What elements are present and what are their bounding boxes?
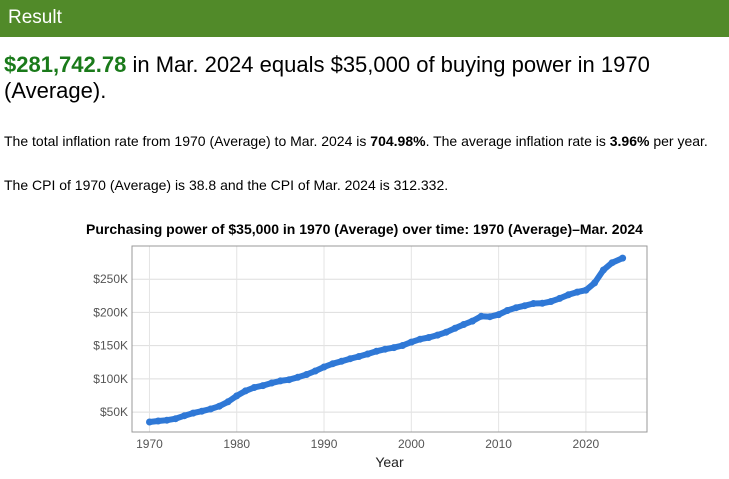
data-point (372, 347, 380, 355)
data-point (146, 418, 153, 426)
total-inflation-rate: 704.98% (370, 133, 426, 149)
data-point (468, 317, 476, 325)
data-point (521, 302, 529, 310)
data-point (530, 300, 537, 307)
data-point (198, 407, 206, 415)
data-point (242, 387, 249, 395)
y-tick-label: $50K (100, 405, 128, 419)
data-point (495, 311, 503, 319)
x-tick-label: 2020 (573, 437, 600, 451)
data-point (556, 294, 564, 302)
data-point (250, 384, 258, 391)
rate-middle: . The average inflation rate is (425, 133, 610, 149)
data-point (207, 405, 215, 413)
data-point (619, 254, 627, 262)
data-point (564, 291, 572, 299)
data-point (320, 363, 328, 371)
data-point (512, 304, 520, 312)
y-tick-label: $100K (93, 372, 128, 386)
data-point (172, 415, 180, 423)
data-point (268, 379, 276, 387)
data-point (285, 376, 293, 384)
y-tick-label: $150K (93, 339, 128, 353)
y-tick-label: $200K (93, 305, 128, 319)
result-amount: $281,742.78 (4, 52, 127, 77)
data-point (364, 350, 372, 358)
data-point (582, 286, 590, 294)
result-title: Result (8, 7, 62, 28)
data-point (425, 334, 433, 341)
data-point (180, 412, 188, 420)
inflation-rate-text: The total inflation rate from 1970 (Aver… (4, 133, 719, 150)
result-header: Result (0, 0, 729, 37)
data-point (390, 344, 398, 352)
data-point (189, 409, 197, 417)
data-point (294, 373, 302, 381)
data-point (407, 338, 415, 346)
data-point (215, 402, 223, 410)
data-point (338, 357, 345, 365)
data-point (460, 321, 468, 328)
data-point (163, 416, 171, 424)
cpi-text: The CPI of 1970 (Average) is 38.8 and th… (4, 177, 449, 193)
average-inflation-rate: 3.96% (609, 133, 650, 149)
series-line (146, 255, 626, 425)
x-axis-label: Year (375, 454, 404, 470)
x-tick-label: 2000 (398, 437, 425, 451)
data-point (573, 288, 581, 296)
data-point (346, 355, 354, 363)
data-point (547, 298, 555, 305)
data-point (591, 279, 599, 287)
data-point (434, 331, 441, 339)
rate-prefix: The total inflation rate from 1970 (Aver… (4, 133, 371, 149)
data-point (311, 367, 319, 375)
data-point (224, 398, 232, 406)
data-point (303, 371, 311, 378)
data-point (486, 313, 494, 321)
data-point (599, 266, 607, 274)
data-point (259, 382, 267, 390)
data-point (503, 307, 511, 314)
plot-area (131, 245, 648, 433)
data-point (355, 353, 363, 360)
x-tick-label: 1970 (136, 437, 163, 451)
data-point (154, 417, 162, 425)
headline-text: in Mar. 2024 equals $35,000 of buying po… (4, 52, 650, 103)
data-point (233, 392, 241, 400)
x-tick-label: 2010 (485, 437, 512, 451)
x-tick-label: 1990 (311, 437, 338, 451)
x-tick-label: 1980 (223, 437, 250, 451)
rate-suffix: per year. (649, 133, 708, 149)
chart-title: Purchasing power of $35,000 in 1970 (Ave… (86, 221, 643, 237)
result-headline: $281,742.78 in Mar. 2024 equals $35,000 … (4, 52, 719, 104)
y-tick-label: $250K (93, 272, 128, 286)
data-point (477, 312, 485, 320)
data-point (399, 342, 407, 349)
data-point (451, 324, 459, 332)
data-point (538, 299, 546, 307)
data-point (442, 328, 450, 336)
data-point (416, 335, 424, 343)
data-point (608, 259, 616, 267)
data-point (276, 377, 284, 385)
data-point (381, 345, 389, 353)
data-point (329, 360, 337, 368)
